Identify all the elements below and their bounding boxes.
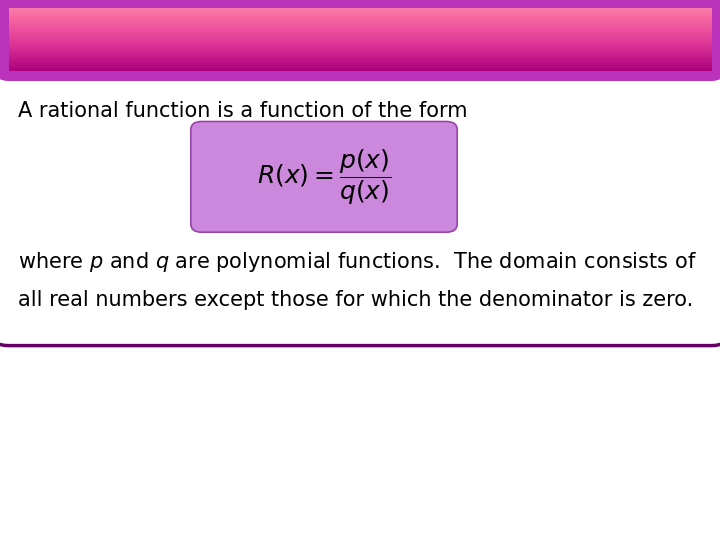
Text: Rational Functions: Rational Functions [194,23,526,56]
FancyBboxPatch shape [0,70,720,346]
Text: A rational function is a function of the form: A rational function is a function of the… [18,100,467,121]
Text: $R(x) = \dfrac{p(x)}{q(x)}$: $R(x) = \dfrac{p(x)}{q(x)}$ [257,147,391,207]
Text: where $p$ and $q$ are polynomial functions.  The domain consists of: where $p$ and $q$ are polynomial functio… [18,250,697,274]
Text: all real numbers except those for which the denominator is zero.: all real numbers except those for which … [18,289,693,310]
FancyBboxPatch shape [191,122,457,232]
FancyBboxPatch shape [0,0,720,81]
